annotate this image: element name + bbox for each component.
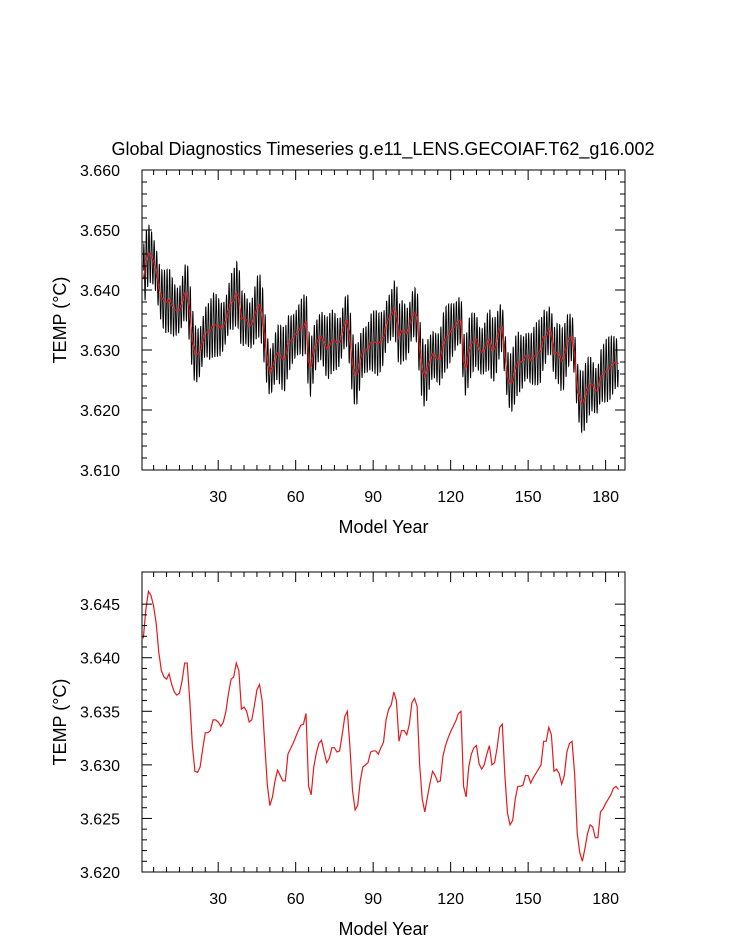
monthly-series-layer xyxy=(142,224,619,434)
annual-mean-series-layer-top xyxy=(142,251,619,406)
y-tick-label: 3.640 xyxy=(80,283,120,300)
annual-mean-series-layer-bottom xyxy=(142,589,620,862)
y-tick-label: 3.640 xyxy=(80,651,120,668)
y-tick-label: 3.620 xyxy=(80,865,120,882)
x-tick-label: 180 xyxy=(592,891,619,908)
x-tick-label: 90 xyxy=(364,891,382,908)
x-tick-label: 60 xyxy=(287,489,305,506)
top-axis-ticks: 30 60 90 120 150 180 3.610 3.620 3.630 3.640 3.650… xyxy=(80,163,625,506)
x-tick-label: 180 xyxy=(592,489,619,506)
top-x-axis-label: Model Year xyxy=(338,517,428,537)
bottom-axis-ticks: 30 60 90 120 150 180 3.620 3.625 3.630 3.635 3.640… xyxy=(80,572,625,908)
x-tick-label: 60 xyxy=(287,891,305,908)
x-tick-label: 120 xyxy=(437,891,464,908)
top-panel: 30 60 90 120 150 180 3.610 3.620 3.630 3.640 3.650… xyxy=(50,163,626,537)
top-y-axis-label: TEMP (°C) xyxy=(50,277,70,364)
bottom-plot-frame xyxy=(141,571,626,873)
annual-mean-temp-line xyxy=(142,589,620,862)
y-tick-label: 3.610 xyxy=(80,463,120,480)
x-tick-label: 30 xyxy=(209,489,227,506)
y-tick-label: 3.635 xyxy=(80,704,120,721)
x-tick-label: 150 xyxy=(515,891,542,908)
x-tick-label: 120 xyxy=(437,489,464,506)
y-tick-label: 3.630 xyxy=(80,343,120,360)
bottom-y-axis-label: TEMP (°C) xyxy=(50,679,70,766)
bottom-x-axis-label: Model Year xyxy=(338,919,428,939)
top-plot-frame xyxy=(141,169,626,471)
y-tick-label: 3.660 xyxy=(80,163,120,180)
monthly-temp-line xyxy=(142,224,619,434)
y-tick-label: 3.645 xyxy=(80,597,120,614)
y-tick-label: 3.620 xyxy=(80,403,120,420)
x-tick-label: 30 xyxy=(209,891,227,908)
y-tick-label: 3.630 xyxy=(80,758,120,775)
bottom-panel: 30 60 90 120 150 180 3.620 3.625 3.630 3.635 3.640… xyxy=(50,571,626,939)
annual-mean-temp-line xyxy=(142,251,619,406)
y-tick-label: 3.650 xyxy=(80,223,120,240)
chart-title: Global Diagnostics Timeseries g.e11_LENS… xyxy=(112,139,655,160)
x-tick-label: 90 xyxy=(364,489,382,506)
x-tick-label: 150 xyxy=(515,489,542,506)
y-tick-label: 3.625 xyxy=(80,811,120,828)
